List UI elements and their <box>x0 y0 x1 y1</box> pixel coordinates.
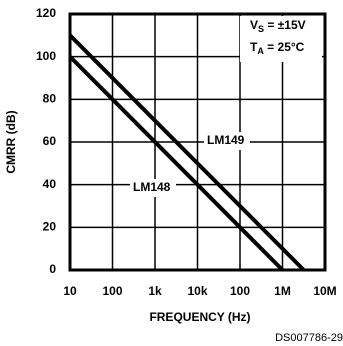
annotation-bg <box>240 16 322 62</box>
series-label: LM149 <box>207 133 245 147</box>
series-line <box>70 55 284 270</box>
plot-frame <box>68 12 327 272</box>
series-label: LM148 <box>133 180 171 194</box>
y-tick-label: 60 <box>43 134 57 148</box>
y-tick-label: 120 <box>36 6 56 20</box>
x-tick-label: 10k <box>187 284 207 298</box>
annotation: TA = 25°C <box>250 40 305 56</box>
y-tick-label: 40 <box>43 177 57 191</box>
x-tick-label: 1M <box>274 284 291 298</box>
series-line <box>70 33 306 270</box>
annotation-main: V <box>250 18 258 32</box>
y-tick-label: 0 <box>49 262 56 276</box>
annotation-subscript: A <box>257 46 264 56</box>
x-tick-label: 10 <box>63 284 77 298</box>
annotation-rest: = ±15V <box>264 18 306 32</box>
annotation: VS = ±15V <box>250 18 306 34</box>
x-axis-label: FREQUENCY (Hz) <box>149 310 250 324</box>
y-tick-label: 100 <box>36 49 56 63</box>
annotation-main: T <box>250 40 258 54</box>
y-axis-label: CMRR (dB) <box>4 110 18 173</box>
x-tick-label: 10M <box>313 284 336 298</box>
label-bg <box>130 179 176 197</box>
y-tick-label: 80 <box>43 92 57 106</box>
x-tick-label: 100 <box>102 284 122 298</box>
footer: DS007786-29 <box>275 332 343 344</box>
annotation-rest: = 25°C <box>264 40 305 54</box>
annotation-subscript: S <box>258 24 264 34</box>
x-tick-label: 100 <box>230 284 250 298</box>
x-tick-label: 1k <box>148 284 162 298</box>
y-tick-label: 20 <box>43 220 57 234</box>
label-bg <box>204 132 250 150</box>
